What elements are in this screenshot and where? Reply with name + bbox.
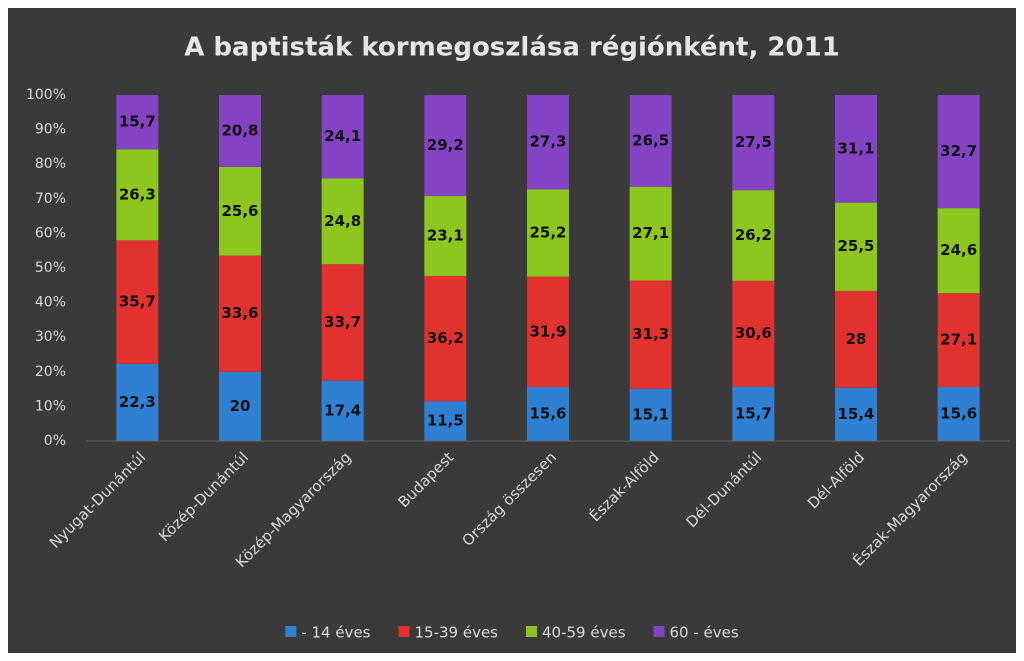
data-label: 27,1 — [632, 224, 669, 242]
data-label: 27,1 — [940, 331, 977, 349]
chart-title: A baptisták kormegoszlása régiónként, 20… — [184, 33, 840, 63]
bar-segment — [527, 95, 569, 190]
bar-segment — [321, 380, 364, 441]
data-label: 24,6 — [940, 241, 977, 259]
legend-marker — [653, 626, 665, 637]
data-label: 26,2 — [735, 226, 772, 244]
bar-segment — [527, 189, 569, 277]
bar-segment — [527, 276, 569, 388]
data-label: 17,4 — [324, 401, 361, 419]
data-label: 20,8 — [221, 121, 258, 139]
data-label: 36,2 — [427, 329, 464, 347]
legend-label: 40-59 éves — [542, 624, 626, 642]
bar-segment — [629, 280, 672, 389]
bar-segment — [629, 186, 672, 281]
data-label: 15,6 — [940, 405, 977, 423]
data-label: 33,6 — [221, 304, 258, 322]
bar-segment — [219, 255, 261, 372]
bar-segment — [116, 149, 159, 241]
bar-segment — [219, 95, 261, 167]
bar-segment — [116, 363, 159, 441]
data-label: 27,5 — [735, 133, 772, 151]
data-label: 30,6 — [735, 324, 772, 342]
data-label: 22,3 — [119, 393, 156, 411]
data-label: 26,3 — [119, 185, 156, 203]
data-label: 33,7 — [324, 313, 361, 331]
data-label: 15,6 — [529, 405, 566, 423]
bar-segment — [424, 275, 467, 402]
y-tick-label: 0% — [44, 433, 66, 449]
bar-segment — [629, 95, 672, 187]
legend-label: - 14 éves — [301, 624, 370, 642]
data-label: 25,6 — [221, 202, 258, 220]
bar-segment — [527, 387, 569, 441]
y-tick-label: 10% — [35, 398, 66, 414]
bar-segment — [116, 95, 159, 150]
data-label: 23,1 — [427, 226, 464, 244]
y-tick-label: 70% — [35, 191, 66, 207]
legend-marker — [398, 626, 410, 637]
bar-segment — [732, 386, 775, 441]
data-label: 15,7 — [735, 404, 772, 422]
y-tick-label: 80% — [35, 156, 66, 172]
bar-segment — [732, 95, 775, 191]
data-label: 32,7 — [940, 142, 977, 160]
bar-segment — [835, 95, 877, 203]
data-label: 25,2 — [529, 224, 566, 242]
data-label: 11,5 — [427, 412, 464, 430]
data-label: 15,1 — [632, 405, 669, 423]
bar-segment — [835, 290, 877, 388]
bar-segment — [937, 387, 980, 441]
bar-segment — [937, 208, 980, 294]
y-tick-label: 60% — [35, 225, 66, 241]
bar-segment — [116, 240, 159, 364]
bar-segment — [219, 166, 261, 256]
bar-segment — [321, 178, 364, 265]
y-tick-label: 40% — [35, 295, 66, 311]
bar-segment — [219, 371, 261, 441]
bar-segment — [424, 401, 467, 441]
bar-segment — [424, 95, 467, 197]
bar-segment — [629, 388, 672, 441]
y-tick-label: 90% — [35, 122, 66, 138]
bar-segment — [835, 387, 877, 441]
data-label: 26,5 — [632, 131, 669, 149]
data-label: 15,4 — [837, 405, 874, 423]
y-tick-label: 50% — [35, 260, 66, 276]
data-label: 31,1 — [837, 139, 874, 157]
bar-segment — [732, 280, 775, 387]
bar-segment — [424, 196, 467, 276]
bar-segment — [321, 264, 364, 381]
data-label: 27,3 — [529, 133, 566, 151]
data-label: 24,1 — [324, 127, 361, 145]
bar-segment — [835, 202, 877, 291]
y-tick-label: 100% — [26, 87, 66, 103]
legend-label: 15-39 éves — [414, 624, 498, 642]
data-label: 24,8 — [324, 212, 361, 230]
data-label: 31,9 — [529, 322, 566, 340]
data-label: 28 — [846, 330, 867, 348]
y-tick-label: 20% — [35, 364, 66, 380]
bar-segment — [937, 95, 980, 209]
legend-label: 60 - éves — [670, 624, 739, 642]
data-label: 20 — [230, 397, 251, 415]
legend-marker — [285, 626, 297, 637]
data-label: 29,2 — [427, 136, 464, 154]
bar-segment — [732, 190, 775, 281]
data-label: 31,3 — [632, 325, 669, 343]
data-label: 35,7 — [119, 293, 156, 311]
legend-marker — [526, 626, 537, 637]
data-label: 25,5 — [837, 237, 874, 255]
bar-segment — [937, 293, 980, 388]
bar-segment — [321, 95, 364, 179]
y-tick-label: 30% — [35, 329, 66, 345]
data-label: 15,7 — [119, 113, 156, 131]
